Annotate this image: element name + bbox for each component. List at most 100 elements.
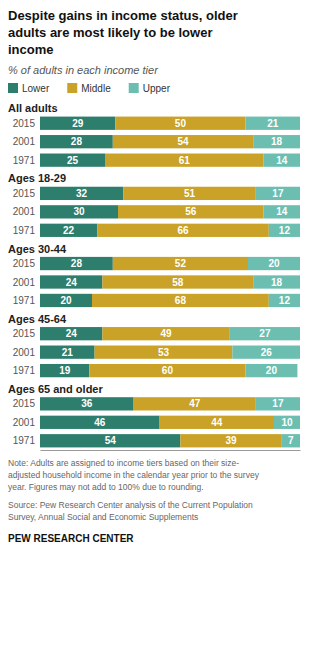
bar-segment (123, 187, 256, 200)
data-label: 12 (279, 295, 291, 306)
legend: Lower Middle Upper (8, 83, 171, 94)
data-label: 56 (185, 206, 197, 217)
group-label: Ages 65 and older (8, 383, 103, 395)
bar-segment (40, 346, 95, 359)
category-label: 2015 (13, 258, 36, 269)
category-label: 2015 (13, 328, 36, 339)
legend-item: Lower (8, 83, 50, 94)
data-label: 54 (177, 136, 189, 147)
bar-segment (40, 224, 97, 237)
bar-segment (256, 187, 300, 200)
bar-segment (40, 434, 180, 447)
data-label: 21 (62, 347, 74, 358)
data-label: 53 (158, 347, 170, 358)
bar-segment (102, 327, 229, 340)
data-label: 36 (81, 398, 93, 409)
category-label: 1971 (13, 225, 36, 236)
category-label: 2015 (13, 398, 36, 409)
legend-label: Middle (81, 83, 111, 94)
group-label: Ages 30-44 (8, 243, 67, 255)
bar-segment (105, 154, 264, 167)
data-label: 20 (266, 365, 278, 376)
bar-segment (180, 434, 281, 447)
subtitle-line: % of adults in each income tier (8, 64, 159, 76)
data-label: 66 (177, 225, 189, 236)
group-label: Ages 45-64 (8, 313, 67, 325)
data-labels: 2928253230222824202421193646545054615156… (59, 118, 294, 447)
data-label: 18 (271, 136, 283, 147)
category-label: 2001 (13, 136, 36, 147)
bar-segment (92, 294, 269, 307)
data-label: 28 (71, 258, 83, 269)
data-label: 18 (271, 277, 283, 288)
category-labels: 2015All adults200119712015Ages 18-292001… (8, 102, 103, 446)
subtitle: % of adults in each income tier (8, 64, 159, 76)
title-line: adults are most likely to be lower (8, 25, 212, 40)
data-label: 52 (175, 258, 187, 269)
note-line: Note: Adults are assigned to income tier… (8, 458, 239, 468)
bar-segment (160, 416, 274, 429)
category-label: 2015 (13, 118, 36, 129)
data-label: 39 (226, 435, 238, 446)
data-label: 30 (73, 206, 85, 217)
bar-segment (97, 224, 269, 237)
data-label: 21 (267, 118, 279, 129)
bar-segment (269, 224, 300, 237)
credit: PEW RESEARCH CENTER (8, 533, 134, 544)
category-label: 1971 (13, 435, 36, 446)
data-label: 19 (59, 365, 71, 376)
bar-segment (102, 275, 253, 288)
data-label: 68 (175, 295, 187, 306)
category-label: 1971 (13, 155, 36, 166)
bar-segment (245, 364, 297, 377)
legend-label: Upper (143, 83, 171, 94)
bar-segment (89, 364, 245, 377)
bar-segment (230, 327, 300, 340)
data-label: 20 (60, 295, 72, 306)
category-label: 2001 (13, 277, 36, 288)
data-label: 49 (161, 328, 173, 339)
bar-segment (264, 205, 300, 218)
note: Note: Adults are assigned to income tier… (8, 458, 260, 492)
bar-segment (113, 257, 248, 270)
data-label: 32 (76, 188, 88, 199)
title-line: Despite gains in income status, older (8, 8, 238, 23)
note-line: adjusted household income in the calenda… (8, 470, 260, 480)
data-label: 24 (66, 328, 78, 339)
category-label: 2015 (13, 188, 36, 199)
legend-item: Middle (67, 83, 111, 94)
category-label: 2001 (13, 347, 36, 358)
data-label: 54 (105, 435, 117, 446)
bar-segment (232, 346, 300, 359)
title-line: income (8, 42, 54, 57)
bar-segment (95, 346, 233, 359)
source-line: Survey, Annual Social and Economic Suppl… (8, 512, 198, 522)
bar-segment (40, 154, 105, 167)
legend-swatch (67, 83, 77, 93)
bar-segment (118, 205, 264, 218)
data-label: 26 (261, 347, 273, 358)
group-label: Ages 18-29 (8, 172, 66, 184)
x-axis (41, 450, 301, 451)
title: Despite gains in income status, older adu… (8, 8, 238, 57)
legend-swatch (8, 83, 18, 93)
legend-item: Upper (129, 83, 171, 94)
bar-segment (40, 327, 102, 340)
category-label: 2001 (13, 417, 36, 428)
data-label: 22 (63, 225, 75, 236)
data-label: 44 (211, 417, 223, 428)
bar-segment (245, 117, 300, 130)
legend-swatch (129, 83, 139, 93)
data-label: 29 (72, 118, 84, 129)
bar-segment (40, 135, 113, 148)
data-label: 10 (281, 417, 293, 428)
data-label: 14 (276, 155, 288, 166)
bar-segment (269, 294, 300, 307)
bar-segment (253, 135, 300, 148)
data-label: 17 (272, 398, 284, 409)
source: Source: Pew Research Center analysis of … (8, 500, 253, 522)
bar-segment (40, 416, 160, 429)
bar-segment (40, 364, 89, 377)
data-label: 17 (272, 188, 284, 199)
data-label: 25 (67, 155, 79, 166)
